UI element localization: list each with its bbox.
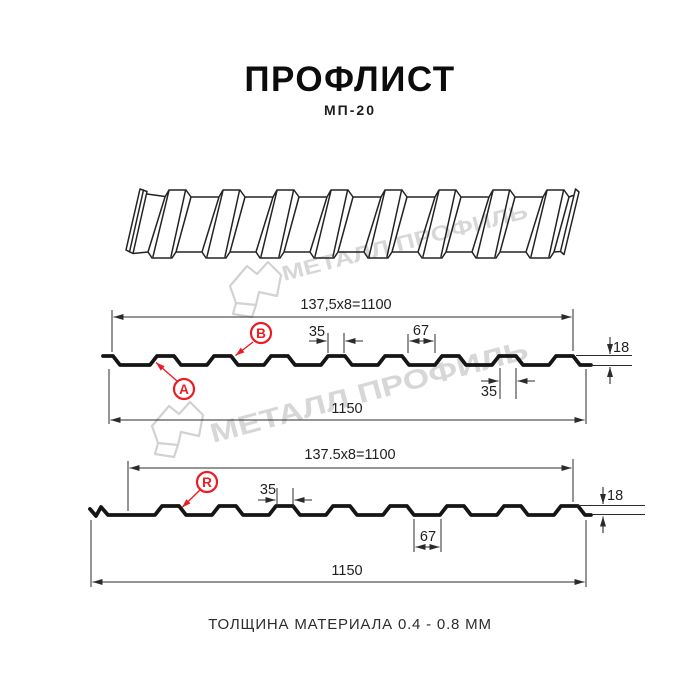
extension-lines [90, 459, 645, 587]
callout-r-leader [181, 489, 201, 509]
dim-label-height-bottom: 18 [607, 488, 623, 504]
callout-r-circle [195, 470, 219, 494]
watermark-text: МЕТАЛЛ ПРОФИЛЬ [279, 200, 530, 286]
callout-a-circle [172, 377, 196, 401]
page-title: ПРОФЛИСТ [244, 60, 456, 99]
dim-label-overall-top: 1150 [331, 401, 362, 417]
dim-label-overall-bottom: 1150 [331, 563, 362, 579]
callout-a-leader [155, 361, 178, 382]
sheet-3d-drawing [125, 188, 580, 259]
callout-b-leader [235, 341, 254, 357]
callout-r-label: R [202, 475, 212, 490]
profile-section-bottom: 137.5x8=1100 35 67 18 1150 R [88, 447, 645, 587]
dim-label-valley-top: 67 [413, 323, 429, 339]
dim-label-rib-bottom: 35 [481, 384, 497, 400]
product-code: МП-20 [324, 102, 376, 118]
callout-a-label: А [179, 382, 189, 397]
callout-b-circle [249, 321, 273, 345]
dim-label-height-top: 18 [613, 340, 629, 356]
dim-label-coverage-top: 137,5x8=1100 [300, 297, 391, 313]
brand-logo-icon [150, 400, 205, 459]
brand-logo-icon [228, 260, 283, 319]
dim-label-coverage-bottom: 137.5x8=1100 [304, 447, 395, 463]
dim-label-rib-bottomprofile: 35 [260, 482, 276, 498]
dim-label-rib-top: 35 [309, 324, 325, 340]
dim-label-valley-bottom: 67 [420, 529, 436, 545]
thickness-note: ТОЛЩИНА МАТЕРИАЛА 0.4 - 0.8 ММ [208, 616, 492, 633]
extension-lines [108, 309, 632, 424]
callout-b-label: В [256, 326, 266, 341]
profile-section-top: 137,5x8=1100 35 67 18 35 1150 А В [101, 297, 632, 424]
